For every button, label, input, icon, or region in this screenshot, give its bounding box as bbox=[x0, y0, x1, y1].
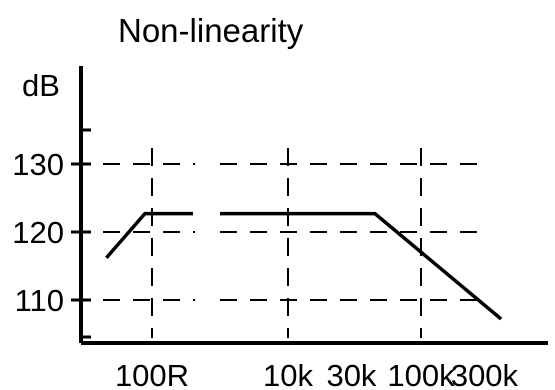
grid-layer bbox=[103, 148, 490, 338]
axis-layer bbox=[71, 66, 548, 345]
y-tick-label-130: 130 bbox=[12, 147, 64, 182]
y-tick-label-110: 110 bbox=[15, 283, 64, 318]
series-layer bbox=[105, 211, 503, 321]
x-tick-label-100R: 100R bbox=[115, 358, 189, 390]
x-tick-label-100k: 100k bbox=[387, 358, 455, 390]
y-axis-unit-label: dB bbox=[22, 68, 60, 103]
x-tick-label-300k: 300k bbox=[451, 358, 519, 390]
y-tick-label-120: 120 bbox=[12, 215, 64, 250]
series-line-low-range bbox=[105, 211, 193, 259]
x-tick-label-30k: 30k bbox=[326, 358, 376, 390]
x-tick-label-10k: 10k bbox=[263, 358, 313, 390]
series-line-high-range bbox=[220, 211, 503, 321]
chart-title: Non-linearity bbox=[118, 12, 304, 49]
